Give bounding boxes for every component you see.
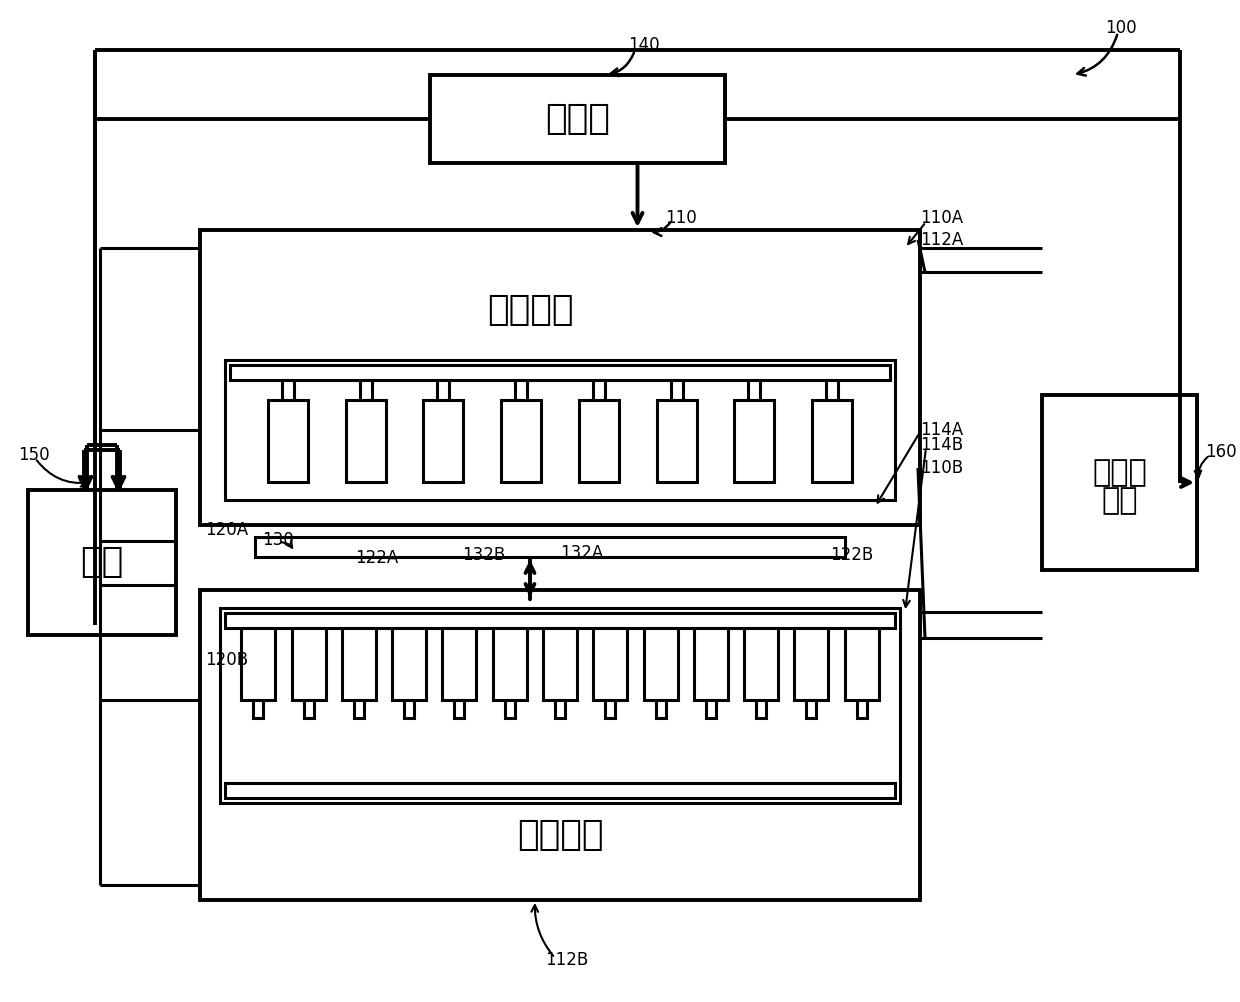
Bar	[268, 400, 308, 482]
Bar	[579, 400, 619, 482]
Bar	[812, 400, 852, 482]
Text: 132B: 132B	[463, 546, 505, 564]
Bar	[346, 400, 386, 482]
Text: 第一部分: 第一部分	[487, 293, 573, 327]
Bar	[857, 700, 867, 718]
Bar	[656, 700, 666, 718]
Text: 120B: 120B	[205, 651, 248, 669]
Text: 112B: 112B	[546, 951, 588, 969]
Bar	[671, 380, 683, 400]
Bar	[443, 628, 476, 700]
Bar	[694, 628, 728, 700]
Bar	[795, 628, 828, 700]
Bar	[543, 628, 577, 700]
Bar	[749, 380, 760, 400]
Bar	[644, 628, 677, 700]
Bar	[430, 75, 725, 163]
Bar	[423, 400, 464, 482]
Bar	[501, 400, 541, 482]
Bar	[404, 700, 414, 718]
Text: 120A: 120A	[205, 521, 248, 539]
Text: 114A: 114A	[920, 421, 963, 439]
Bar	[744, 628, 779, 700]
Bar	[605, 700, 615, 718]
Bar	[224, 360, 895, 500]
Text: 160: 160	[1205, 443, 1236, 461]
Bar	[515, 380, 527, 400]
Text: 100: 100	[1105, 19, 1137, 37]
Text: 132A: 132A	[560, 544, 603, 562]
Text: 110: 110	[665, 209, 697, 227]
Bar	[200, 230, 920, 525]
Bar	[556, 700, 565, 718]
Bar	[360, 380, 372, 400]
Bar	[304, 700, 314, 718]
Bar	[253, 700, 263, 718]
Text: 110B: 110B	[920, 459, 963, 477]
Bar	[342, 628, 376, 700]
Text: 130: 130	[262, 531, 294, 549]
Bar	[756, 700, 766, 718]
Bar	[291, 628, 326, 700]
Bar	[806, 700, 816, 718]
Text: 动器: 动器	[1101, 486, 1138, 515]
Text: 150: 150	[19, 446, 50, 464]
Bar	[505, 700, 515, 718]
Bar	[242, 628, 275, 700]
Text: 114B: 114B	[920, 436, 963, 454]
Bar	[454, 700, 465, 718]
Bar	[353, 700, 363, 718]
Bar	[1042, 395, 1197, 570]
Text: 第二部分: 第二部分	[517, 818, 603, 852]
Text: 122A: 122A	[355, 549, 398, 567]
Bar	[29, 490, 176, 635]
Bar	[219, 608, 900, 803]
Text: 液压致: 液压致	[1092, 458, 1147, 487]
Text: 电源: 电源	[81, 545, 124, 579]
Bar	[281, 380, 294, 400]
Bar	[200, 590, 920, 900]
Bar	[392, 628, 427, 700]
Bar	[734, 400, 775, 482]
Bar	[229, 365, 890, 380]
Bar	[826, 380, 838, 400]
Bar	[224, 783, 895, 798]
Bar	[255, 537, 844, 557]
Bar	[224, 613, 895, 628]
Text: 控制器: 控制器	[546, 102, 610, 136]
Bar	[657, 400, 697, 482]
Text: 112A: 112A	[920, 231, 963, 249]
Text: 140: 140	[627, 36, 660, 54]
Bar	[593, 628, 627, 700]
Bar	[492, 628, 527, 700]
Bar	[438, 380, 449, 400]
Bar	[844, 628, 879, 700]
Text: 110A: 110A	[920, 209, 963, 227]
Bar	[706, 700, 715, 718]
Bar	[593, 380, 605, 400]
Text: 122B: 122B	[830, 546, 873, 564]
